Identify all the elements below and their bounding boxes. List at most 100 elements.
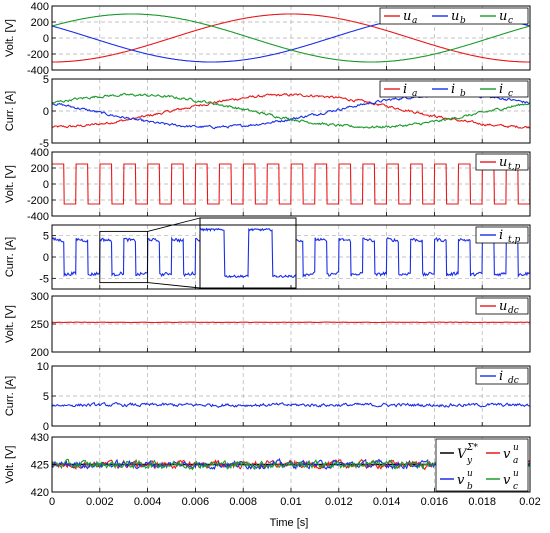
x-tick-label: 0.012 (325, 496, 353, 508)
y-tick-label: 5 (43, 231, 49, 243)
y-tick-label: 200 (31, 163, 49, 175)
legend-subscript: c (508, 16, 513, 26)
legend-subscript: t,p (508, 162, 520, 172)
series-line-u-t,p (52, 163, 530, 205)
zoom-source-box (99, 230, 149, 284)
y-tick-label: -400 (27, 211, 49, 223)
x-tick-label: 0.018 (468, 496, 496, 508)
y-tick-label: 420 (31, 487, 49, 499)
zoom-connector (147, 282, 201, 289)
legend-subscript: c (508, 89, 513, 99)
legend-label: V (457, 447, 468, 462)
legend-subscript: b (460, 16, 466, 26)
legend-subscript: b (467, 482, 473, 492)
legend-label: v (457, 473, 465, 488)
legend: i t,p (475, 226, 529, 245)
y-tick-label: 0 (43, 179, 49, 191)
series-line-i-t,p (52, 236, 530, 279)
legend-subscript: a (513, 456, 518, 466)
x-axis-label: Time [s] (270, 517, 309, 529)
legend-superscript: u (467, 469, 473, 479)
legend-box (379, 80, 529, 98)
legend-box (379, 7, 529, 25)
legend-label: i (499, 228, 503, 243)
legend-subscript: y (466, 456, 473, 466)
y-tick-label: 0 (43, 106, 49, 118)
legend-label: i (499, 369, 503, 384)
y-axis-label: Volt. [V] (4, 446, 16, 484)
y-tick-label: -5 (39, 138, 49, 150)
x-tick-label: 0.002 (86, 496, 114, 508)
y-tick-label: 200 (31, 17, 49, 29)
panel-dc-voltage: 200 250 300 Volt. [V] u dc (4, 291, 531, 359)
x-tick-label: 0.006 (182, 496, 210, 508)
legend: u dc (475, 297, 529, 316)
legend-subscript: a (412, 16, 417, 26)
legend-box (435, 438, 529, 492)
x-tick-label: 0.016 (421, 496, 449, 508)
y-tick-label: -200 (27, 49, 49, 61)
legend-subscript: b (460, 89, 466, 99)
legend: i dc (475, 367, 529, 386)
series-line-i-c (52, 92, 530, 129)
legend-superscript: u (513, 443, 519, 453)
panel-transformer-current: -5 0 5 Curr. [A] i t,p (4, 217, 531, 290)
x-tick-label: 0.008 (229, 496, 257, 508)
panel-dc-current: 0 5 10 Curr. [A] i dc (4, 361, 531, 433)
legend-subscript: dc (508, 376, 519, 386)
zoom-series-line (199, 227, 297, 279)
y-tick-label: 5 (43, 391, 49, 403)
y-tick-label: -200 (27, 195, 49, 207)
y-tick-label: 5 (43, 74, 49, 86)
legend-label: u (403, 9, 411, 24)
legend-label: u (499, 9, 507, 24)
legend-label: u (499, 299, 507, 314)
legend-label: u (451, 9, 459, 24)
x-tick-label: 0.004 (134, 496, 162, 508)
y-axis-label: Curr. [A] (4, 91, 16, 131)
y-tick-label: 10 (37, 361, 49, 373)
legend-subscript: a (412, 89, 417, 99)
legend-label: i (451, 82, 455, 97)
legend-subscript: c (513, 482, 518, 492)
y-tick-label: 400 (31, 1, 49, 13)
y-tick-label: 430 (31, 432, 49, 444)
legend-box (475, 367, 529, 385)
y-axis-label: Curr. [A] (4, 376, 16, 416)
y-axis-label: Volt. [V] (4, 165, 16, 203)
y-tick-label: 250 (31, 319, 49, 331)
y-tick-label: 300 (31, 291, 49, 303)
legend-label: v (503, 473, 511, 488)
y-tick-label: 0 (43, 33, 49, 45)
y-tick-label: 0 (43, 421, 49, 433)
legend-label: i (499, 82, 503, 97)
legend-subscript: dc (508, 306, 519, 316)
legend-label: i (403, 82, 407, 97)
series-line-u-c (52, 13, 530, 63)
series-line-i-dc (52, 401, 530, 408)
x-tick-label: 0.01 (280, 496, 301, 508)
x-tick-label: 0.02 (519, 496, 540, 508)
legend-superscript: Σ* (466, 443, 478, 453)
legend-box (475, 297, 529, 315)
y-tick-label: -5 (39, 273, 49, 285)
legend-box (475, 226, 529, 244)
legend-subscript: t,p (508, 235, 520, 245)
legend-label: u (499, 155, 507, 170)
y-axis-label: Volt. [V] (4, 305, 16, 343)
panel-transformer-voltage: -400 -200 0 200 400 Volt. [V] u t,p (4, 147, 531, 223)
y-tick-label: 400 (31, 147, 49, 159)
legend-box (475, 153, 529, 171)
y-tick-label: 200 (31, 347, 49, 359)
y-tick-label: 0 (43, 252, 49, 264)
x-tick-label: 0.014 (373, 496, 401, 508)
y-tick-label: 425 (31, 460, 49, 472)
x-tick-label: 0 (49, 496, 55, 508)
legend: u t,p (475, 153, 529, 172)
